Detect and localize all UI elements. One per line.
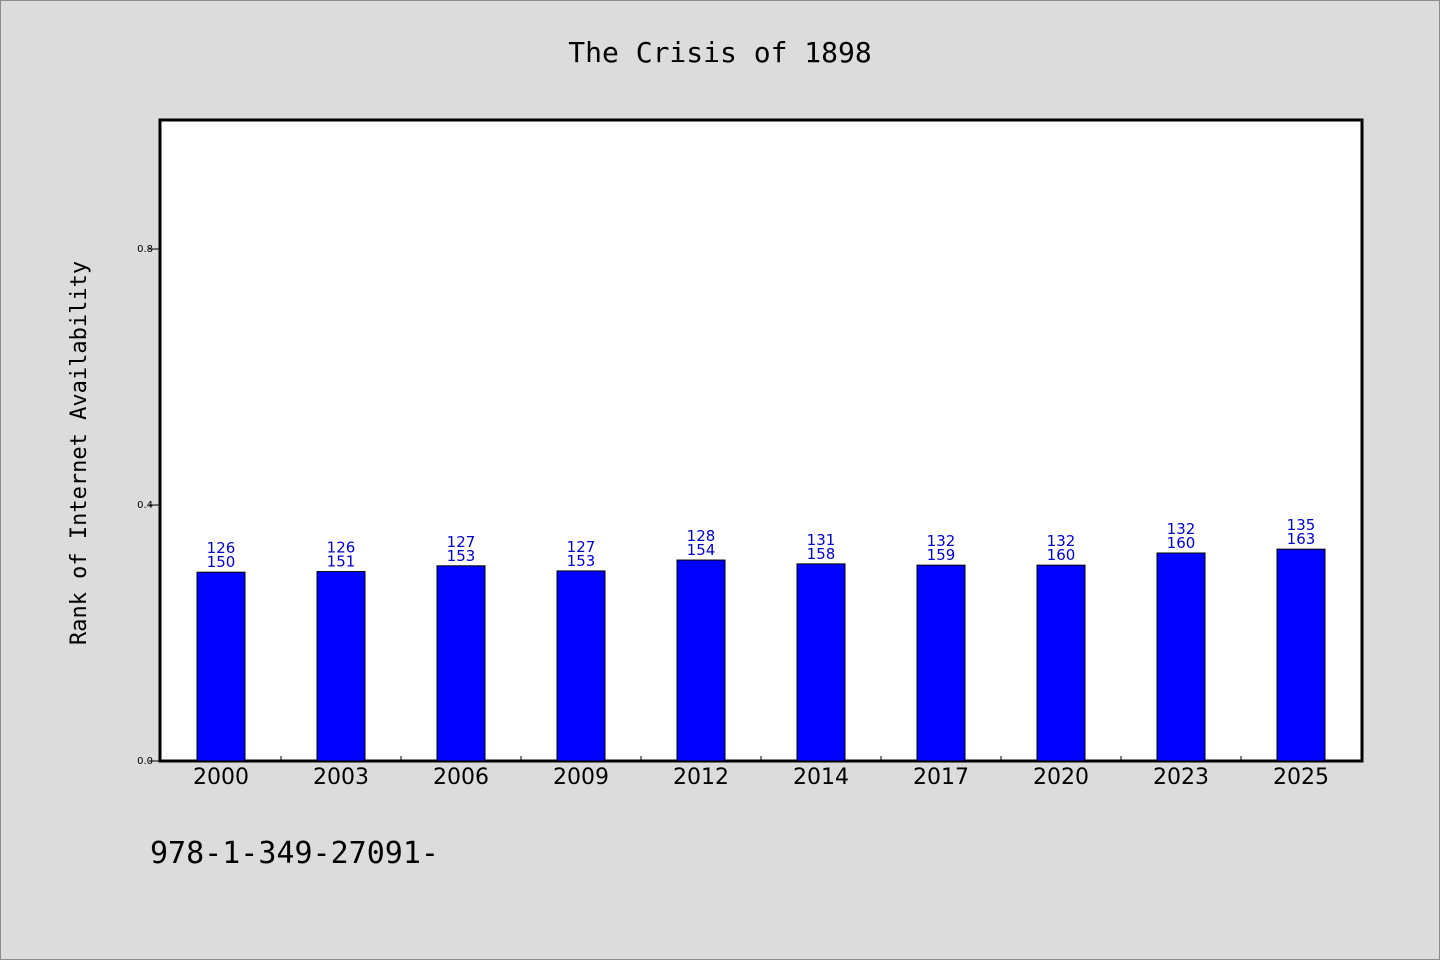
bar [1156,552,1206,762]
data-label-bottom: 151 [327,553,356,571]
bar [196,571,246,762]
x-tick-label: 2006 [433,765,489,790]
data-label-top: 127 [567,538,596,556]
data-label-bottom: 159 [927,546,956,564]
data-label-top: 132 [927,532,956,550]
bar [316,571,366,762]
chart-title: The Crisis of 1898 [568,36,871,69]
data-label-top: 135 [1287,516,1316,534]
y-tick-label: 0.0 [137,756,153,767]
x-tick-label: 2014 [793,765,849,790]
footer-isbn: 978-1-349-27091- [150,836,439,871]
x-tick-label: 2023 [1153,765,1209,790]
x-tick-label: 2009 [553,765,609,790]
data-label-bottom: 150 [207,553,236,571]
x-tick-label: 2025 [1273,765,1329,790]
data-label-top: 132 [1047,532,1076,550]
bar [676,559,726,762]
y-axis-label: Rank of Internet Availability [67,261,92,645]
data-label-bottom: 158 [807,545,836,563]
x-tick-label: 2012 [673,765,729,790]
data-label-top: 126 [327,539,356,557]
x-tick-label: 2017 [913,765,969,790]
bar [436,565,486,762]
x-tick-label: 2020 [1033,765,1089,790]
x-axis-ticks: 2000 2003 2006 2009 2012 2014 2017 2020 2023 2025 [193,756,1329,790]
bar [916,564,966,762]
data-label-bottom: 153 [447,547,476,565]
y-tick-label: 0.4 [137,500,153,511]
x-tick-label: 2000 [193,765,249,790]
data-label-bottom: 160 [1167,534,1196,552]
data-label-top: 128 [687,527,716,545]
bar [1036,564,1086,762]
x-tick-label: 2003 [313,765,369,790]
bar [1276,548,1326,762]
data-label-top: 126 [207,539,236,557]
y-tick-label: 0.8 [137,244,153,255]
data-label-bottom: 163 [1287,530,1316,548]
bars [196,548,1326,762]
data-label-top: 127 [447,533,476,551]
data-label-top: 131 [807,531,836,549]
y-axis-ticks: 0.0 0.4 0.8 [137,244,161,767]
data-label-top: 132 [1167,520,1196,538]
data-label-bottom: 153 [567,552,596,570]
data-label-bottom: 154 [687,541,716,559]
bar [556,570,606,762]
bar [796,563,846,762]
data-label-bottom: 160 [1047,546,1076,564]
